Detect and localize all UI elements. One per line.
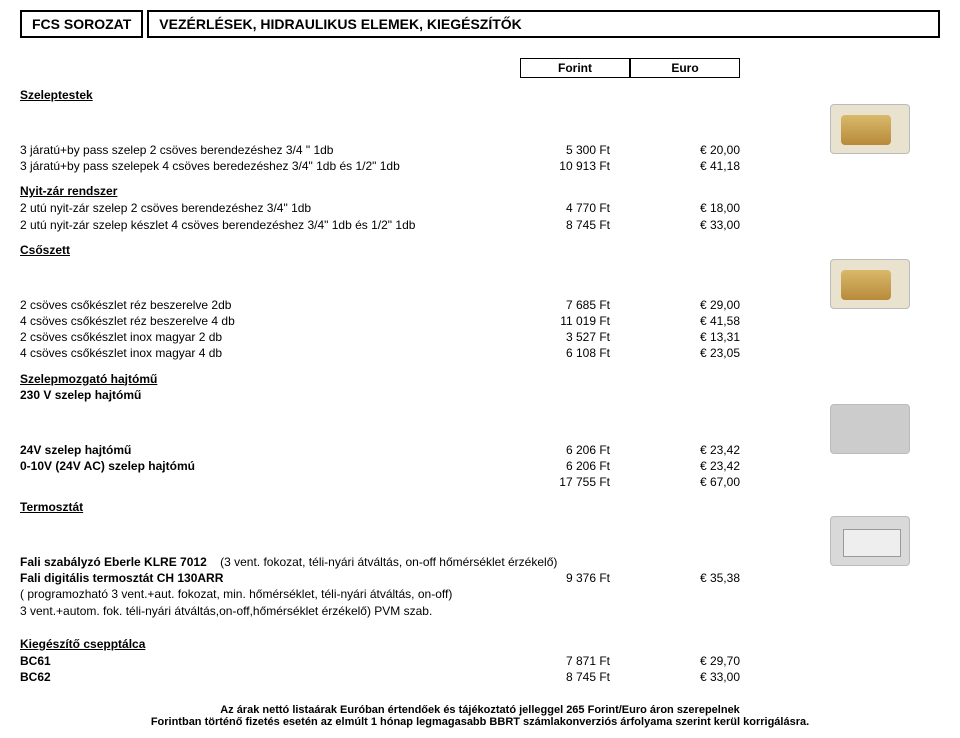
section-title: Csőszett <box>20 243 940 257</box>
row-desc: ( programozható 3 vent.+aut. fokozat, mi… <box>20 586 740 602</box>
actuator-icon <box>830 404 910 454</box>
product-note: (3 vent. fokozat, téli-nyári átváltás, o… <box>220 555 557 569</box>
footer-line-1: Az árak nettó listaárak Euróban értendőe… <box>0 704 960 716</box>
row-desc: 3 vent.+autom. fok. téli-nyári átváltás,… <box>20 603 740 619</box>
row-eur: € 23,42 <box>630 442 740 458</box>
section-hajtomu: Szelepmozgató hajtómű 230 V szelep hajtó… <box>20 372 940 491</box>
row-eur: € 41,18 <box>630 158 740 174</box>
price-row: 3 járatú+by pass szelep 2 csöves berende… <box>20 104 940 158</box>
section-title: Szelepmozgató hajtómű <box>20 372 940 386</box>
row-eur: € 35,38 <box>630 570 740 586</box>
footer: Az árak nettó listaárak Euróban értendőe… <box>0 704 960 728</box>
row-ft: 10 913 Ft <box>520 158 630 174</box>
col-euro: Euro <box>630 58 740 78</box>
section-csoszett: Csőszett 2 csöves csőkészlet réz beszere… <box>20 243 940 362</box>
row-eur: € 18,00 <box>630 200 740 216</box>
row-eur: € 67,00 <box>630 474 740 490</box>
row-ft: 9 376 Ft <box>520 570 630 586</box>
row-desc: 4 csöves csőkészlet inox magyar 4 db <box>20 345 520 361</box>
row-ft: 4 770 Ft <box>520 200 630 216</box>
product-image <box>800 516 940 566</box>
row-ft: 8 745 Ft <box>520 217 630 233</box>
price-row: 4 csöves csőkészlet réz beszerelve 4 db … <box>20 313 940 329</box>
row-desc: 4 csöves csőkészlet réz beszerelve 4 db <box>20 313 520 329</box>
text-row: ( programozható 3 vent.+aut. fokozat, mi… <box>20 586 940 602</box>
section-title: Kiegészítő csepptálca <box>20 637 940 651</box>
price-row: 2 utú nyit-zár szelep készlet 4 csöves b… <box>20 217 940 233</box>
row-ft: 7 685 Ft <box>520 297 630 313</box>
row-ft: 6 108 Ft <box>520 345 630 361</box>
row-desc: 0-10V (24V AC) szelep hajtómú <box>20 458 520 474</box>
section-subtitle: 230 V szelep hajtómű <box>20 388 940 402</box>
row-ft: 17 755 Ft <box>520 474 630 490</box>
row-desc: 24V szelep hajtómű <box>20 442 520 458</box>
price-row: 2 csöves csőkészlet inox magyar 2 db 3 5… <box>20 329 940 345</box>
valve-icon <box>830 104 910 154</box>
price-row: 24V szelep hajtómű 6 206 Ft € 23,42 <box>20 404 940 458</box>
product-image <box>800 404 940 454</box>
text-row: 3 vent.+autom. fok. téli-nyári átváltás,… <box>20 603 940 619</box>
row-desc: 2 utú nyit-zár szelep 2 csöves berendezé… <box>20 200 520 216</box>
col-forint: Forint <box>520 58 630 78</box>
price-row: 4 csöves csőkészlet inox magyar 4 db 6 1… <box>20 345 940 361</box>
price-header: Forint Euro <box>520 58 740 78</box>
row-desc: 2 csöves csőkészlet inox magyar 2 db <box>20 329 520 345</box>
thermostat-icon <box>830 516 910 566</box>
row-eur: € 23,05 <box>630 345 740 361</box>
footer-line-2: Forintban történő fizetés esetén az elmú… <box>0 716 960 728</box>
row-eur: € 33,00 <box>630 669 740 685</box>
section-nyitzar: Nyit-zár rendszer 2 utú nyit-zár szelep … <box>20 184 940 232</box>
row-desc: Fali szabályzó Eberle KLRE 7012 (3 vent.… <box>20 554 740 570</box>
price-row: BC61 7 871 Ft € 29,70 <box>20 653 940 669</box>
row-ft: 6 206 Ft <box>520 442 630 458</box>
row-desc: BC61 <box>20 653 520 669</box>
row-desc: BC62 <box>20 669 520 685</box>
row-ft: 8 745 Ft <box>520 669 630 685</box>
pipe-icon <box>830 259 910 309</box>
row-eur: € 13,31 <box>630 329 740 345</box>
product-image <box>800 104 940 154</box>
row-desc: 2 csöves csőkészlet réz beszerelve 2db <box>20 297 520 313</box>
price-row: 3 járatú+by pass szelepek 4 csöves bered… <box>20 158 940 174</box>
page-title: VEZÉRLÉSEK, HIDRAULIKUS ELEMEK, KIEGÉSZÍ… <box>147 10 940 38</box>
section-title: Termosztát <box>20 500 940 514</box>
row-ft: 3 527 Ft <box>520 329 630 345</box>
page-header: FCS SOROZAT VEZÉRLÉSEK, HIDRAULIKUS ELEM… <box>20 10 940 38</box>
price-row: BC62 8 745 Ft € 33,00 <box>20 669 940 685</box>
section-title: Szeleptestek <box>20 88 940 102</box>
product-name: Fali szabályzó Eberle KLRE 7012 <box>20 555 207 569</box>
product-image <box>800 259 940 309</box>
section-title: Nyit-zár rendszer <box>20 184 940 198</box>
row-ft: 5 300 Ft <box>520 142 630 158</box>
row-eur: € 29,70 <box>630 653 740 669</box>
section-csepptalca: Kiegészítő csepptálca BC61 7 871 Ft € 29… <box>20 637 940 685</box>
row-eur: € 20,00 <box>630 142 740 158</box>
price-row: 2 csöves csőkészlet réz beszerelve 2db 7… <box>20 259 940 313</box>
row-desc: Fali digitális termosztát CH 130ARR <box>20 570 520 586</box>
price-row: 2 utú nyit-zár szelep 2 csöves berendezé… <box>20 200 940 216</box>
row-ft: 6 206 Ft <box>520 458 630 474</box>
row-eur: € 23,42 <box>630 458 740 474</box>
row-eur: € 29,00 <box>630 297 740 313</box>
row-desc: 2 utú nyit-zár szelep készlet 4 csöves b… <box>20 217 520 233</box>
row-ft: 7 871 Ft <box>520 653 630 669</box>
row-desc: 3 járatú+by pass szelep 2 csöves berende… <box>20 142 520 158</box>
row-desc: 3 járatú+by pass szelepek 4 csöves bered… <box>20 158 520 174</box>
text-row: Fali szabályzó Eberle KLRE 7012 (3 vent.… <box>20 516 940 570</box>
row-eur: € 33,00 <box>630 217 740 233</box>
price-row: Fali digitális termosztát CH 130ARR 9 37… <box>20 570 940 586</box>
row-ft: 11 019 Ft <box>520 313 630 329</box>
section-szeleptestek: Szeleptestek 3 járatú+by pass szelep 2 c… <box>20 88 940 174</box>
price-row: 0-10V (24V AC) szelep hajtómú 6 206 Ft €… <box>20 458 940 474</box>
price-row: 17 755 Ft € 67,00 <box>20 474 940 490</box>
section-termosztat: Termosztát Fali szabályzó Eberle KLRE 70… <box>20 500 940 619</box>
row-eur: € 41,58 <box>630 313 740 329</box>
series-label: FCS SOROZAT <box>20 10 143 38</box>
